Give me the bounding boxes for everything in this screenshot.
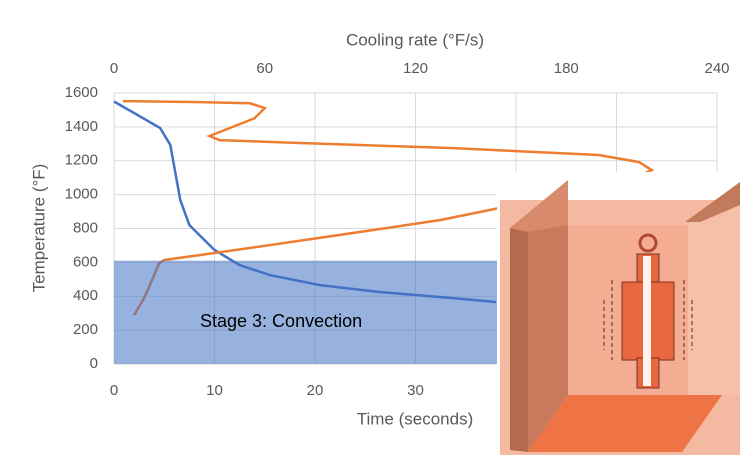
- hook: [638, 233, 658, 253]
- x2-axis-title: Cooling rate (°F/s): [346, 30, 484, 49]
- y-tick-label: 1600: [65, 84, 98, 101]
- tank-side: [528, 225, 568, 452]
- y-tick-label: 0: [90, 355, 98, 372]
- part-highlight: [643, 256, 651, 386]
- x2-tick-label: 120: [403, 60, 428, 77]
- x-tick-label: 30: [407, 382, 424, 399]
- y-tick-label: 1000: [65, 186, 98, 203]
- x-axis-title: Time (seconds): [357, 409, 474, 428]
- x2-tick-label: 240: [704, 60, 729, 77]
- tank-rim: [685, 182, 740, 222]
- x-tick-label: 0: [110, 382, 118, 399]
- region-label: Stage 3: Convection: [200, 311, 362, 331]
- tank-edge: [510, 228, 528, 452]
- tank-wall-right: [688, 182, 740, 395]
- y-axis-title: Temperature (°F): [29, 164, 48, 293]
- y-tick-label: 1400: [65, 118, 98, 135]
- y-tick-label: 400: [73, 287, 98, 304]
- y-tick-label: 800: [73, 219, 98, 236]
- x2-tick-label: 60: [256, 60, 273, 77]
- x-tick-label: 10: [206, 382, 223, 399]
- y-tick-label: 600: [73, 253, 98, 270]
- tank-bottom: [528, 395, 722, 452]
- x2-tick-label: 180: [554, 60, 579, 77]
- y-tick-label: 200: [73, 321, 98, 338]
- line: [122, 99, 655, 316]
- y-tick-label: 1200: [65, 152, 98, 169]
- x-tick-label: 20: [307, 382, 324, 399]
- inset-illustration: [497, 172, 744, 456]
- x2-tick-label: 0: [110, 60, 118, 77]
